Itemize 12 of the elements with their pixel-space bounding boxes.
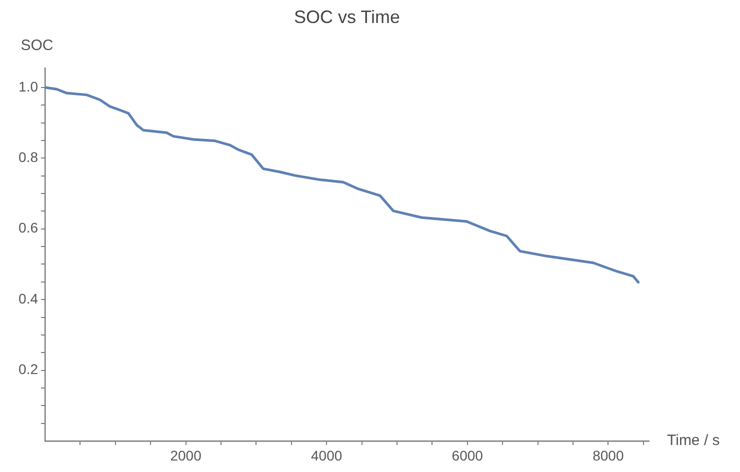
y-tick-label: 0.6 — [18, 220, 38, 236]
x-tick-label: 8000 — [592, 447, 624, 464]
y-tick-label: 0.4 — [18, 290, 38, 306]
x-tick-label: 6000 — [452, 447, 484, 464]
y-tick-label: 0.2 — [18, 361, 38, 378]
y-axis-title: SOC — [20, 37, 54, 54]
chart-title: SOC vs Time — [294, 6, 400, 27]
x-tick-label: 4000 — [311, 447, 342, 464]
x-axis-title: Time / s — [667, 432, 720, 450]
x-tick-label: 2000 — [170, 447, 202, 464]
y-tick-label: 0.8 — [18, 149, 38, 166]
y-tick-label: 1.0 — [18, 78, 38, 94]
